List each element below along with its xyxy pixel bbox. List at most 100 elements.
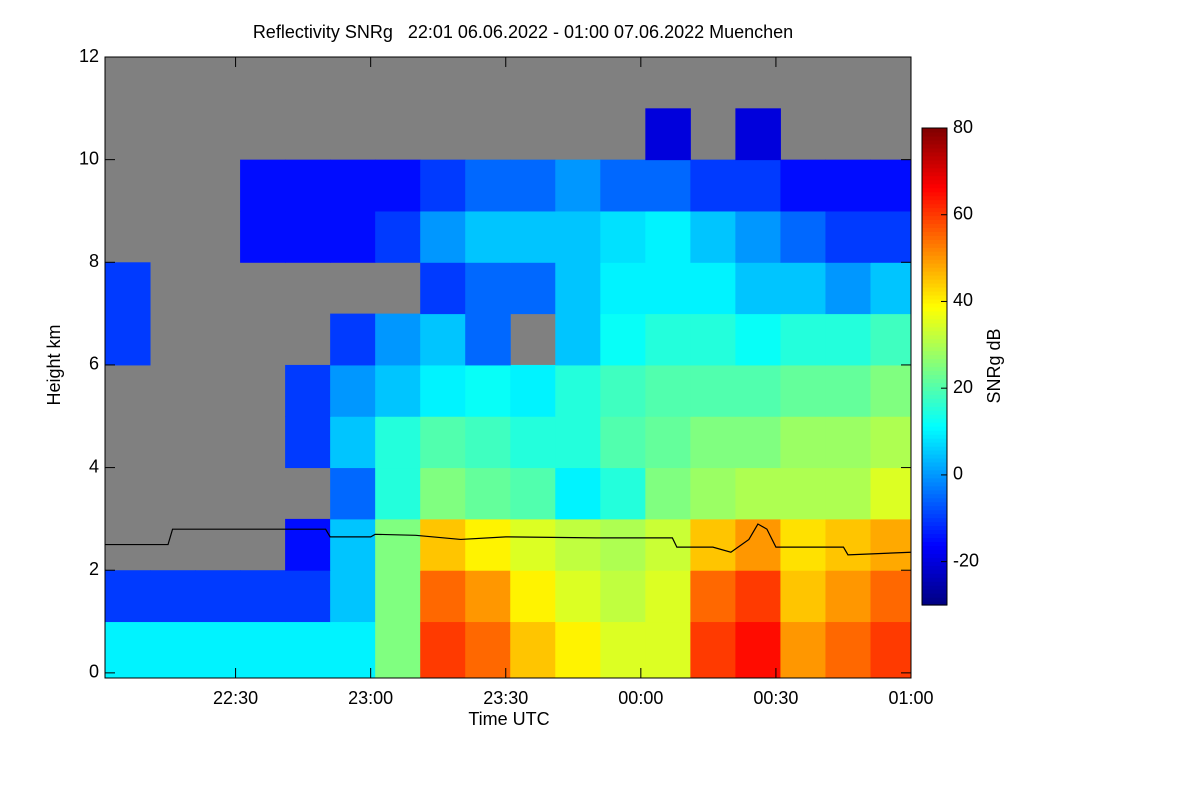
- heat-cell: [510, 518, 556, 571]
- heat-cell: [105, 313, 151, 366]
- heat-cell: [555, 210, 601, 263]
- colorbar-swatch: [922, 402, 947, 407]
- heat-cell: [420, 364, 466, 417]
- colorbar-tick-label: -20: [953, 550, 979, 570]
- heat-cell: [870, 364, 912, 417]
- colorbar-swatch: [922, 541, 947, 546]
- colorbar-swatch: [922, 593, 947, 598]
- colorbar-swatch: [922, 577, 947, 582]
- heat-cell: [555, 570, 601, 623]
- heat-cell: [825, 518, 871, 571]
- heat-cell: [465, 210, 511, 263]
- heat-cell: [825, 467, 871, 520]
- heat-cell: [510, 570, 556, 623]
- colorbar-swatch: [922, 342, 947, 348]
- colorbar-swatch: [922, 159, 947, 165]
- colorbar-swatch: [922, 191, 947, 197]
- heat-cell: [870, 416, 912, 469]
- heat-cell: [600, 467, 646, 520]
- heat-cell: [645, 210, 691, 263]
- heat-cell: [600, 621, 646, 679]
- heat-cell: [555, 364, 601, 417]
- heat-cell: [555, 159, 601, 212]
- colorbar-swatch: [922, 239, 947, 244]
- heat-cell: [780, 262, 826, 315]
- colorbar-swatch: [922, 545, 947, 550]
- heat-cell: [330, 467, 376, 520]
- colorbar-swatch: [922, 553, 947, 558]
- heat-cell: [150, 570, 196, 623]
- colorbar-swatch: [922, 581, 947, 586]
- heat-cell: [735, 416, 781, 469]
- heat-cell: [465, 518, 511, 571]
- colorbar-swatch: [922, 231, 947, 236]
- colorbar-swatch: [922, 537, 947, 542]
- colorbar-swatch: [922, 354, 947, 360]
- colorbar-swatch: [922, 569, 947, 574]
- y-axis-label: Height km: [44, 324, 64, 405]
- heat-cell: [510, 159, 556, 212]
- colorbar-tick-label: 40: [953, 290, 973, 310]
- heat-cell: [600, 416, 646, 469]
- colorbar-swatch: [922, 275, 947, 280]
- heat-cell: [105, 262, 151, 315]
- y-tick-label: 12: [79, 46, 99, 66]
- colorbar-swatch: [922, 247, 947, 252]
- heat-cell: [420, 159, 466, 212]
- heat-cell: [735, 621, 781, 679]
- colorbar-swatch: [922, 410, 947, 415]
- heat-cell: [600, 159, 646, 212]
- heat-cell: [285, 210, 331, 263]
- colorbar-swatch: [922, 147, 947, 153]
- heat-cell: [465, 262, 511, 315]
- colorbar-swatch: [922, 473, 947, 479]
- colorbar-swatch: [922, 438, 947, 443]
- heat-cell: [465, 467, 511, 520]
- colorbar-swatch: [922, 310, 947, 316]
- heat-cell: [870, 467, 912, 520]
- heat-cell: [510, 364, 556, 417]
- heat-cell: [330, 210, 376, 263]
- colorbar-swatch: [922, 513, 947, 519]
- colorbar-swatch: [922, 175, 947, 181]
- colorbar-swatch: [922, 477, 947, 483]
- colorbar-swatch: [922, 334, 947, 340]
- heat-cell: [825, 570, 871, 623]
- colorbar-swatch: [922, 449, 947, 455]
- x-tick-label: 23:00: [348, 688, 393, 708]
- heat-cell: [780, 364, 826, 417]
- heat-cell: [600, 518, 646, 571]
- heat-cell: [375, 570, 421, 623]
- heat-cell: [465, 313, 511, 366]
- colorbar-swatch: [922, 573, 947, 578]
- colorbar-swatch: [922, 557, 947, 562]
- heat-cell: [645, 108, 691, 161]
- colorbar-swatch: [922, 497, 947, 503]
- colorbar-swatch: [922, 259, 947, 264]
- colorbar-swatch: [922, 601, 947, 606]
- heat-cell: [690, 364, 736, 417]
- heat-cell: [240, 159, 286, 212]
- colorbar-frame: [921, 127, 948, 606]
- colorbar-swatch: [922, 414, 947, 419]
- heat-cell: [330, 416, 376, 469]
- colorbar-swatch: [922, 128, 947, 133]
- heat-cell: [555, 621, 601, 679]
- heat-cell: [600, 364, 646, 417]
- colorbar-swatch: [922, 135, 947, 141]
- colorbar-swatch: [922, 318, 947, 324]
- colorbar-label: SNRg dB: [984, 328, 1004, 403]
- colorbar-swatch: [922, 418, 947, 423]
- colorbar-swatch: [922, 358, 947, 364]
- y-tick-label: 10: [79, 148, 99, 168]
- heat-cell: [105, 621, 151, 679]
- colorbar-swatch: [922, 171, 947, 177]
- heat-cell: [555, 313, 601, 366]
- colorbar-swatch: [922, 597, 947, 602]
- colorbar-swatch: [922, 143, 947, 149]
- colorbar-swatch: [922, 155, 947, 161]
- colorbar-swatch: [922, 517, 947, 523]
- colorbar-swatch: [922, 394, 947, 399]
- colorbar-swatch: [922, 370, 947, 376]
- colorbar-swatch: [922, 243, 947, 248]
